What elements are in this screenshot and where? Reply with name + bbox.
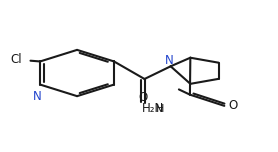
Text: O: O — [229, 99, 238, 112]
Text: H₂N: H₂N — [142, 102, 164, 115]
Text: N: N — [165, 54, 174, 67]
Text: N: N — [33, 90, 42, 103]
Text: O: O — [138, 91, 148, 104]
Text: H: H — [155, 104, 164, 114]
Text: Cl: Cl — [11, 54, 22, 66]
